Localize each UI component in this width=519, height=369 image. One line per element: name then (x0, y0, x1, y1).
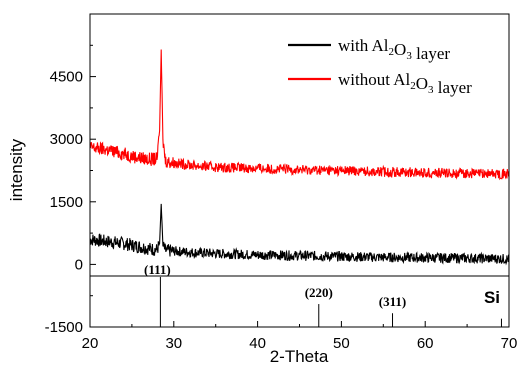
x-axis-title: 2-Theta (270, 347, 329, 366)
x-tick-label: 60 (417, 335, 434, 352)
series-line-1 (89, 203, 510, 266)
x-tick-label: 30 (165, 335, 182, 352)
reference-peak-label-3: (311) (379, 294, 406, 309)
reference-name: Si (484, 288, 500, 307)
series-line-2 (89, 49, 510, 181)
reference-peak-label-2: (220) (305, 285, 333, 300)
x-tick-label: 40 (249, 335, 266, 352)
y-tick-label: 3000 (50, 131, 83, 148)
y-tick-label: 0 (75, 256, 83, 273)
x-tick-label: 50 (333, 335, 350, 352)
legend-label-2: without Al2O3 layer (338, 70, 472, 97)
reference-peaks: (111) (220) (311) Si (144, 262, 502, 327)
tick-layer: 20 30 40 50 60 70 -1500 0 1500 3000 4500 (45, 44, 518, 352)
y-tick-label: -1500 (45, 319, 83, 336)
y-axis-title: intensity (7, 138, 26, 201)
y-tick-label: 1500 (50, 194, 83, 211)
legend: with Al2O3 layer without Al2O3 layer (288, 36, 472, 97)
y-tick-label: 4500 (50, 69, 83, 86)
x-tick-label: 70 (501, 335, 518, 352)
series-layer (89, 49, 510, 266)
reference-peak-label-1: (111) (144, 262, 171, 277)
x-tick-label: 20 (82, 335, 99, 352)
legend-label-1: with Al2O3 layer (338, 36, 450, 63)
